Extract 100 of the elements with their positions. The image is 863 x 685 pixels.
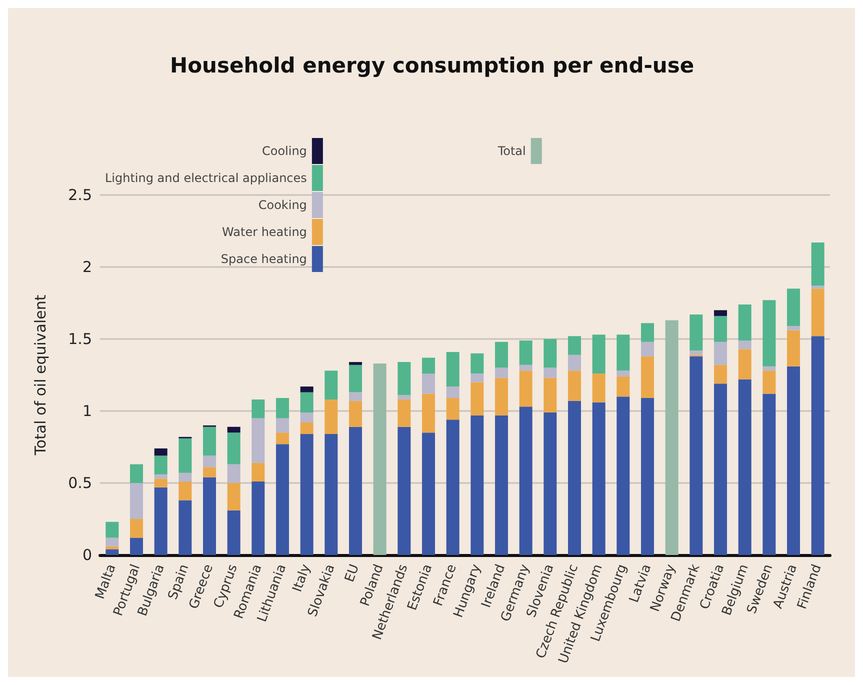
bar [592, 402, 606, 555]
bar [762, 300, 776, 366]
bar [495, 415, 508, 555]
bar [616, 396, 630, 555]
bar [130, 483, 143, 519]
legend-label: Cooling [262, 144, 307, 158]
bar [714, 384, 727, 555]
bar [178, 438, 192, 473]
bar [519, 364, 532, 371]
bar [470, 374, 484, 382]
y-tick-label: 1 [82, 402, 92, 420]
bar [641, 356, 654, 398]
bar [300, 392, 314, 412]
bar [690, 350, 703, 355]
bar [422, 358, 435, 374]
bar [446, 352, 460, 387]
chart-title: Household energy consumption per end-use [170, 54, 694, 78]
bar [738, 379, 752, 555]
bar [811, 288, 824, 336]
bar [811, 336, 824, 555]
bar [690, 356, 703, 555]
bar [446, 420, 460, 555]
bar [154, 448, 168, 456]
bar [398, 362, 411, 396]
bar [349, 362, 362, 365]
bar [227, 426, 240, 433]
bar [130, 519, 143, 538]
bar [714, 364, 727, 384]
bar [349, 392, 362, 401]
bar [811, 286, 824, 289]
bar [446, 398, 460, 420]
bar [519, 370, 532, 407]
bar [592, 374, 606, 402]
bar [641, 323, 654, 342]
legend-label: Lighting and electrical appliances [104, 171, 307, 185]
bar [568, 354, 581, 371]
bar [422, 374, 435, 394]
bar [470, 382, 484, 416]
bar [154, 487, 168, 555]
bar [738, 340, 752, 350]
bar [738, 349, 752, 380]
bar [300, 422, 314, 434]
bar [276, 398, 289, 418]
bar [787, 326, 800, 330]
bar [592, 334, 606, 374]
bar [398, 426, 411, 555]
bar [568, 370, 581, 401]
bar [373, 363, 386, 555]
bar [544, 368, 557, 378]
bar [495, 378, 508, 416]
bar [227, 432, 240, 464]
bar [276, 418, 289, 433]
bar [106, 522, 119, 538]
bar [178, 472, 192, 482]
bar [495, 368, 508, 378]
bar [178, 482, 192, 500]
bar [787, 330, 800, 366]
bar [446, 386, 460, 398]
bar [762, 370, 776, 394]
bar [203, 426, 216, 456]
bar [203, 456, 216, 468]
bar [714, 342, 727, 365]
bar [252, 418, 265, 463]
bar [738, 304, 752, 340]
bar [544, 412, 557, 555]
y-tick-label: 1.5 [68, 330, 92, 348]
bar [470, 415, 484, 555]
legend-label: Total [496, 144, 526, 158]
bar [227, 464, 240, 483]
x-tick-label: Malta [92, 562, 120, 602]
bar [641, 398, 654, 555]
legend-label: Space heating [220, 252, 307, 266]
bar [714, 310, 727, 316]
bar [203, 477, 216, 555]
bar [300, 412, 314, 423]
bar [714, 316, 727, 342]
bar [203, 467, 216, 478]
bar [252, 462, 265, 482]
bar [519, 406, 532, 555]
bar [178, 500, 192, 555]
bar [300, 434, 314, 555]
bar [276, 432, 289, 444]
bar [130, 464, 143, 483]
x-tick-label: EU [342, 562, 363, 584]
bar [154, 474, 168, 479]
bar [349, 400, 362, 427]
bar [762, 366, 776, 371]
bar [398, 399, 411, 427]
bar [568, 336, 581, 355]
bar [544, 339, 557, 368]
bar [811, 242, 824, 286]
bar [324, 434, 338, 555]
legend-label: Water heating [222, 225, 307, 239]
bar [398, 395, 411, 400]
y-tick-label: 0 [82, 546, 92, 564]
bar [276, 444, 289, 555]
y-axis-title: Total of oil equivalent [32, 294, 50, 456]
y-tick-label: 0.5 [68, 474, 92, 492]
bar [300, 386, 314, 392]
bar [616, 376, 630, 397]
